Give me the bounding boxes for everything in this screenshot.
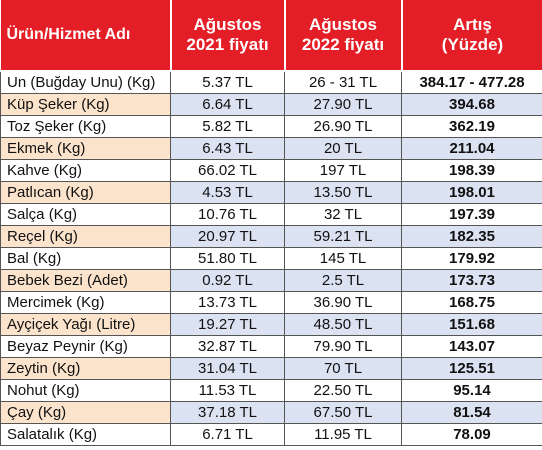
product-name-cell: Küp Şeker (Kg) [0, 93, 171, 116]
price-2021-cell: 66.02 TL [170, 159, 285, 182]
increase-percent-cell: 394.68 [401, 93, 542, 116]
price-2021-cell: 6.43 TL [170, 137, 285, 160]
price-2022-cell: 70 TL [284, 357, 402, 380]
price-2022-cell: 32 TL [284, 203, 402, 226]
increase-percent-cell: 95.14 [401, 379, 542, 402]
price-2022-cell: 11.95 TL [284, 423, 402, 446]
price-2021-cell: 5.82 TL [170, 115, 285, 138]
header-product: Ürün/Hizmet Adı [0, 0, 172, 72]
price-2022-cell: 59.21 TL [284, 225, 402, 248]
product-name-cell: Toz Şeker (Kg) [0, 115, 171, 138]
price-2022-cell: 20 TL [284, 137, 402, 160]
increase-percent-cell: 198.39 [401, 159, 542, 182]
price-2022-cell: 197 TL [284, 159, 402, 182]
increase-percent-cell: 173.73 [401, 269, 542, 292]
table-body: Un (Buğday Unu) (Kg) 5.37 TL 26 - 31 TL 384… [0, 71, 542, 446]
price-2021-cell: 31.04 TL [170, 357, 285, 380]
product-name-cell: Kahve (Kg) [0, 159, 171, 182]
table-row: Çay (Kg) 37.18 TL 67.50 TL 81.54 [0, 401, 542, 424]
increase-percent-cell: 168.75 [401, 291, 542, 314]
price-2022-cell: 48.50 TL [284, 313, 402, 336]
product-name-cell: Ayçiçek Yağı (Litre) [0, 313, 171, 336]
price-2021-cell: 20.97 TL [170, 225, 285, 248]
product-name-cell: Nohut (Kg) [0, 379, 171, 402]
product-name-cell: Un (Buğday Unu) (Kg) [0, 71, 171, 94]
header-price-2021: Ağustos 2021 fiyatı [170, 0, 286, 72]
product-name-cell: Bal (Kg) [0, 247, 171, 270]
price-2021-cell: 11.53 TL [170, 379, 285, 402]
table-row: Mercimek (Kg) 13.73 TL 36.90 TL 168.75 [0, 291, 542, 314]
price-2021-cell: 19.27 TL [170, 313, 285, 336]
header-price-2022-line1: Ağustos [309, 15, 377, 34]
price-2022-cell: 22.50 TL [284, 379, 402, 402]
header-increase-line1: Artış [453, 15, 492, 34]
header-price-2021-line2: 2021 fiyatı [186, 35, 269, 54]
header-price-2021-line1: Ağustos [193, 15, 262, 34]
price-2021-cell: 10.76 TL [170, 203, 285, 226]
price-2022-cell: 26 - 31 TL [284, 71, 402, 94]
price-2021-cell: 4.53 TL [170, 181, 285, 204]
table-row: Nohut (Kg) 11.53 TL 22.50 TL 95.14 [0, 379, 542, 402]
table-row: Bal (Kg) 51.80 TL 145 TL 179.92 [0, 247, 542, 270]
price-2022-cell: 27.90 TL [284, 93, 402, 116]
table-row: Küp Şeker (Kg) 6.64 TL 27.90 TL 394.68 [0, 93, 542, 116]
increase-percent-cell: 182.35 [401, 225, 542, 248]
product-name-cell: Ekmek (Kg) [0, 137, 171, 160]
table-row: Bebek Bezi (Adet) 0.92 TL 2.5 TL 173.73 [0, 269, 542, 292]
product-name-cell: Çay (Kg) [0, 401, 171, 424]
header-price-2022-line2: 2022 fiyatı [301, 35, 385, 54]
price-2021-cell: 6.71 TL [170, 423, 285, 446]
increase-percent-cell: 143.07 [401, 335, 542, 358]
header-increase: Artış (Yüzde) [401, 0, 542, 72]
price-2021-cell: 32.87 TL [170, 335, 285, 358]
header-row: Ürün/Hizmet Adı Ağustos 2021 fiyatı Ağus… [0, 0, 542, 72]
header-increase-line2: (Yüzde) [441, 35, 504, 54]
increase-percent-cell: 179.92 [401, 247, 542, 270]
price-2022-cell: 79.90 TL [284, 335, 402, 358]
product-name-cell: Zeytin (Kg) [0, 357, 171, 380]
table-row: Zeytin (Kg) 31.04 TL 70 TL 125.51 [0, 357, 542, 380]
product-name-cell: Salça (Kg) [0, 203, 171, 226]
table-row: Patlıcan (Kg) 4.53 TL 13.50 TL 198.01 [0, 181, 542, 204]
price-2021-cell: 0.92 TL [170, 269, 285, 292]
product-name-cell: Beyaz Peynir (Kg) [0, 335, 171, 358]
price-2022-cell: 67.50 TL [284, 401, 402, 424]
price-2021-cell: 6.64 TL [170, 93, 285, 116]
increase-percent-cell: 198.01 [401, 181, 542, 204]
price-2021-cell: 13.73 TL [170, 291, 285, 314]
product-name-cell: Patlıcan (Kg) [0, 181, 171, 204]
table-row: Beyaz Peynir (Kg) 32.87 TL 79.90 TL 143.07 [0, 335, 542, 358]
table-row: Ekmek (Kg) 6.43 TL 20 TL 211.04 [0, 137, 542, 160]
price-2022-cell: 2.5 TL [284, 269, 402, 292]
increase-percent-cell: 211.04 [401, 137, 542, 160]
increase-percent-cell: 362.19 [401, 115, 542, 138]
table-row: Un (Buğday Unu) (Kg) 5.37 TL 26 - 31 TL 384… [0, 71, 542, 94]
price-2021-cell: 5.37 TL [170, 71, 285, 94]
price-2021-cell: 37.18 TL [170, 401, 285, 424]
increase-percent-cell: 151.68 [401, 313, 542, 336]
price-2021-cell: 51.80 TL [170, 247, 285, 270]
increase-percent-cell: 125.51 [401, 357, 542, 380]
table-row: Salça (Kg) 10.76 TL 32 TL 197.39 [0, 203, 542, 226]
product-name-cell: Mercimek (Kg) [0, 291, 171, 314]
increase-percent-cell: 81.54 [401, 401, 542, 424]
header-price-2022: Ağustos 2022 fiyatı [284, 0, 403, 72]
table-header: Ürün/Hizmet Adı Ağustos 2021 fiyatı Ağus… [0, 0, 542, 72]
increase-percent-cell: 197.39 [401, 203, 542, 226]
price-2022-cell: 145 TL [284, 247, 402, 270]
price-2022-cell: 36.90 TL [284, 291, 402, 314]
product-name-cell: Salatalık (Kg) [0, 423, 171, 446]
table-row: Salatalık (Kg) 6.71 TL 11.95 TL 78.09 [0, 423, 542, 446]
table-row: Reçel (Kg) 20.97 TL 59.21 TL 182.35 [0, 225, 542, 248]
increase-percent-cell: 384.17 - 477.28 [401, 71, 542, 94]
table-row: Toz Şeker (Kg) 5.82 TL 26.90 TL 362.19 [0, 115, 542, 138]
table-row: Kahve (Kg) 66.02 TL 197 TL 198.39 [0, 159, 542, 182]
price-2022-cell: 26.90 TL [284, 115, 402, 138]
increase-percent-cell: 78.09 [401, 423, 542, 446]
table-row: Ayçiçek Yağı (Litre) 19.27 TL 48.50 TL 151.… [0, 313, 542, 336]
product-name-cell: Bebek Bezi (Adet) [0, 269, 171, 292]
product-name-cell: Reçel (Kg) [0, 225, 171, 248]
price-2022-cell: 13.50 TL [284, 181, 402, 204]
